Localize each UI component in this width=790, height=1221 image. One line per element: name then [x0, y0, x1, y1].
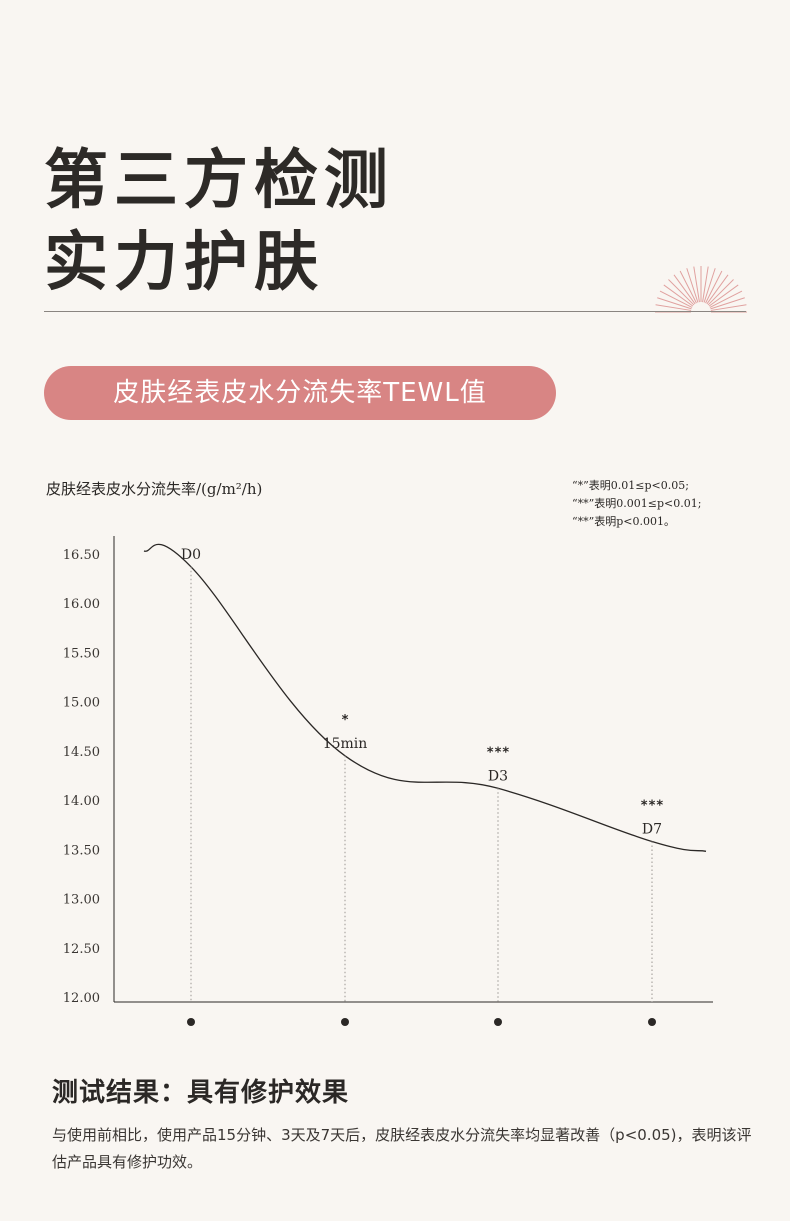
- y-axis-title: 皮肤经表皮水分流失率/(g/m²/h): [46, 480, 263, 498]
- significance-note: “**”表明p<0.001。: [572, 515, 675, 528]
- significance-label: ***: [486, 745, 510, 760]
- x-marker-dot: [494, 1018, 502, 1026]
- y-tick-label: 16.50: [63, 548, 100, 563]
- result-title: 测试结果：具有修护效果: [52, 1078, 350, 1108]
- result-description: 与使用前相比，使用产品15分钟、3天及7天后，皮肤经表皮水分流失率均显著改善（p…: [52, 1126, 752, 1171]
- divider: [44, 311, 746, 312]
- x-marker-dot: [648, 1018, 656, 1026]
- y-tick-label: 15.50: [63, 646, 100, 661]
- significance-label: *: [341, 713, 349, 728]
- title-line-2: 实力护肤: [44, 225, 324, 300]
- tewl-line-chart: 16.50 16.00 15.50 15.00 14.50 14.00 13.50 13.00…: [63, 536, 713, 1026]
- tewl-series-line: [143, 543, 707, 852]
- page-title: 第三方检测 实力护肤: [44, 140, 394, 304]
- significance-label: ***: [640, 798, 664, 813]
- y-tick-label: 15.00: [63, 696, 100, 711]
- significance-legend: “*”表明0.01≤p<0.05; “**”表明0.001≤p<0.01; “*…: [572, 477, 701, 531]
- y-tick-label: 13.00: [63, 893, 100, 908]
- y-tick-label: 14.50: [63, 745, 100, 760]
- y-tick-label: 12.50: [63, 942, 100, 957]
- y-tick-label: 13.50: [63, 843, 100, 858]
- y-tick-label: 16.00: [63, 597, 100, 612]
- title-line-1: 第三方检测: [44, 143, 394, 218]
- category-label: D7: [642, 821, 662, 837]
- y-tick-label: 12.00: [63, 991, 100, 1006]
- section-label-badge: 皮肤经表皮水分流失率TEWL值: [44, 366, 556, 420]
- x-marker-dot: [341, 1018, 349, 1026]
- sunburst-icon: [655, 266, 747, 313]
- y-tick-label: 14.00: [63, 794, 100, 809]
- category-label: D3: [488, 768, 508, 784]
- category-label: D0: [181, 547, 201, 563]
- category-label: 15min: [323, 736, 368, 752]
- significance-note: “**”表明0.001≤p<0.01;: [572, 497, 702, 510]
- significance-note: “*”表明0.01≤p<0.05;: [572, 479, 689, 492]
- x-marker-dot: [187, 1018, 195, 1026]
